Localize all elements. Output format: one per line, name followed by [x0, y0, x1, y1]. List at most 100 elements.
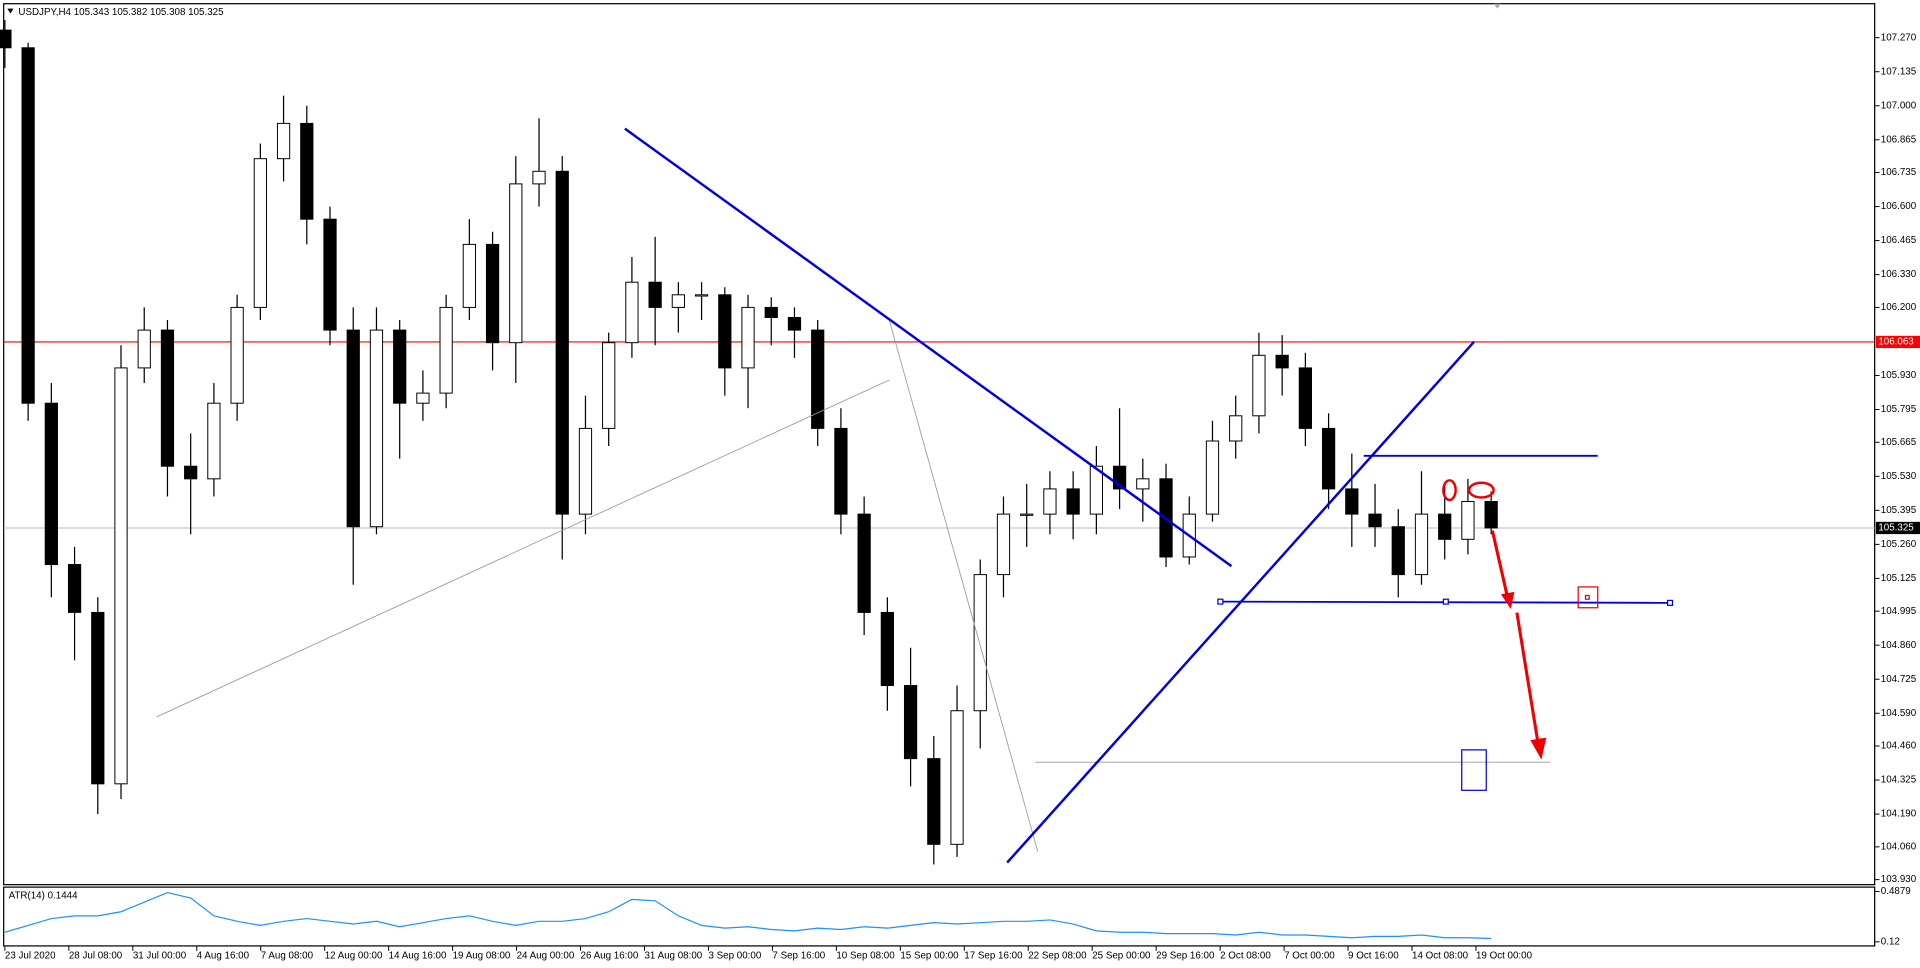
candle-body: [137, 329, 151, 369]
candle-body: [973, 574, 987, 712]
candle-body: [648, 281, 662, 308]
y-tick-label: 106.865: [1881, 134, 1917, 145]
candle-body: [253, 158, 267, 308]
x-tick-label: 15 Sep 00:00: [900, 950, 959, 961]
y-tick-label: 107.270: [1881, 32, 1917, 43]
y-tick-label: 107.000: [1881, 100, 1917, 111]
candle-body: [509, 183, 523, 344]
candle-body: [1205, 440, 1220, 515]
candle-body: [578, 427, 593, 515]
x-tick-label: 29 Sep 16:00: [1156, 950, 1215, 961]
candle-body: [880, 611, 894, 687]
x-tick-label: 23 Jul 2020: [5, 950, 56, 961]
marker-box: [1577, 586, 1599, 609]
y-tick-label: 104.590: [1881, 708, 1917, 719]
candle-body: [44, 402, 58, 566]
handle: [1584, 594, 1590, 600]
candle-body: [346, 329, 360, 528]
candle-body: [834, 427, 848, 515]
candle-body: [1368, 513, 1382, 528]
handle: [1666, 599, 1674, 606]
y-tick-label: 104.460: [1881, 741, 1917, 752]
candle-body: [114, 367, 128, 785]
y-tick-label: 104.325: [1881, 775, 1917, 786]
y-tick-label: 106.200: [1881, 302, 1917, 313]
handle: [1442, 598, 1449, 605]
price-line-label: 106.063: [1878, 337, 1914, 348]
candle-body: [67, 564, 82, 613]
x-tick-label: 7 Aug 08:00: [261, 950, 314, 961]
candle-body: [1298, 367, 1312, 429]
x-tick-label: 19 Oct 00:00: [1476, 950, 1533, 961]
y-tick-label: 104.860: [1881, 640, 1917, 651]
x-tick-label: 22 Sep 08:00: [1028, 950, 1087, 961]
y-tick-label: 104.725: [1881, 674, 1917, 685]
y-tick-label: 104.190: [1881, 809, 1917, 820]
y-tick-label: 107.135: [1881, 66, 1917, 77]
y-tick-label: 106.735: [1881, 167, 1917, 178]
candle-body: [1461, 501, 1475, 540]
y-tick-label: 106.330: [1881, 269, 1917, 280]
x-tick-label: 12 Aug 00:00: [325, 950, 383, 961]
x-tick-label: 31 Aug 08:00: [644, 950, 702, 961]
candle-body: [207, 402, 221, 480]
candle-body: [1043, 488, 1057, 515]
candle-body: [1136, 478, 1150, 490]
x-tick-label: 4 Aug 16:00: [197, 950, 250, 961]
candle-body: [857, 513, 871, 613]
price-line-tag: [1875, 335, 1920, 349]
candle-body: [1438, 513, 1452, 540]
arrow: [1490, 530, 1509, 596]
candle-body: [903, 685, 918, 760]
current-price-tag: [1875, 521, 1920, 535]
indicator-panel: [3, 886, 1876, 947]
y-tick-label: 105.125: [1881, 573, 1917, 584]
candle-body: [1391, 526, 1405, 576]
candle-body: [1275, 354, 1289, 369]
candle-body: [1089, 465, 1103, 515]
scroll-marker: [1493, 3, 1501, 9]
marker-ellipse: [1467, 481, 1495, 499]
price-panel: [3, 3, 1876, 886]
candle-body: [764, 306, 778, 318]
indicator-line: [4, 891, 1492, 940]
candle-body: [602, 342, 616, 429]
trend-line: [624, 127, 1233, 568]
drawn-objects: [156, 3, 1674, 864]
candle-body: [532, 170, 546, 185]
y-tick-label: 106.600: [1881, 201, 1917, 212]
candle-body: [555, 170, 569, 515]
candle-body: [0, 29, 12, 49]
indicator-tick-label: 0.12: [1881, 936, 1900, 947]
candle-body: [1066, 488, 1080, 515]
candle-body: [694, 294, 709, 297]
trend-line: [889, 320, 1039, 852]
candle-body: [184, 465, 198, 480]
x-tick-label: 26 Aug 16:00: [581, 950, 639, 961]
x-tick-label: 28 Jul 08:00: [69, 950, 123, 961]
y-tick-label: 105.395: [1881, 505, 1917, 516]
candle-body: [741, 306, 755, 369]
candle-body: [625, 281, 639, 344]
x-tick-label: 14 Oct 08:00: [1412, 950, 1469, 961]
arrow-head: [1500, 591, 1515, 609]
candle-body: [996, 513, 1011, 576]
candle-body: [393, 329, 407, 404]
candle-body: [160, 329, 175, 467]
candle-body: [1484, 501, 1498, 529]
y-tick-label: 104.995: [1881, 606, 1917, 617]
candle-body: [323, 218, 337, 331]
candle-body: [1252, 354, 1266, 417]
x-tick-label: 3 Sep 00:00: [708, 950, 761, 961]
candle-body: [927, 758, 941, 845]
candle-body: [369, 329, 384, 528]
x-tick-label: 24 Aug 00:00: [517, 950, 575, 961]
candle-body: [1345, 488, 1359, 515]
candle-body: [671, 294, 685, 308]
handle: [1217, 598, 1224, 605]
x-tick-label: 25 Sep 00:00: [1092, 950, 1151, 961]
x-tick-label: 14 Aug 16:00: [389, 950, 447, 961]
candle-body: [718, 294, 732, 369]
